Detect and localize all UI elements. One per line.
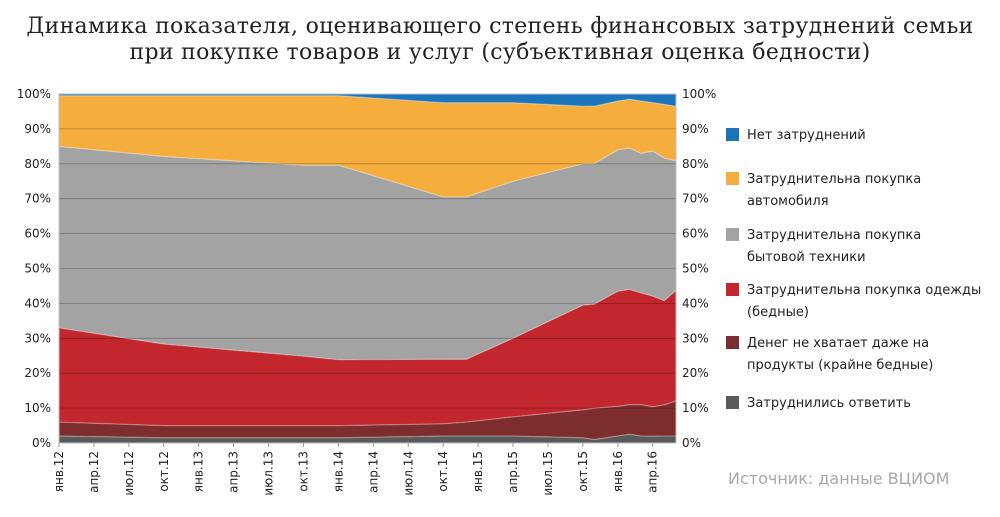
legend-label: Затруднительна покупка	[747, 172, 921, 187]
x-tick-label: янв.12	[52, 451, 66, 492]
area-series-1	[59, 434, 676, 443]
legend-label: Затруднительна покупка одежды	[747, 283, 981, 298]
legend-label: (бедные)	[747, 305, 809, 320]
y-tick-label-right: 40%	[682, 296, 709, 310]
chart-title-line-2: при покупке товаров и услуг (субъективна…	[129, 40, 871, 65]
y-tick-label-right: 30%	[682, 331, 709, 345]
y-tick-label-right: 50%	[682, 262, 709, 276]
x-tick-label: июл.13	[262, 451, 276, 496]
area-boundary-3	[58, 288, 677, 361]
y-tick-label-left: 80%	[24, 157, 51, 171]
legend-swatch	[726, 283, 739, 296]
x-tick-label: янв.16	[611, 451, 625, 492]
y-tick-label-left: 20%	[24, 366, 51, 380]
y-tick-label-right: 0%	[682, 436, 701, 450]
x-tick-label: июл.14	[401, 451, 415, 496]
chart-title: Динамика показателя, оценивающего степен…	[0, 14, 1000, 66]
legend-swatch	[726, 128, 739, 141]
x-tick-label: янв.14	[331, 451, 345, 492]
x-tick-label: апр.14	[366, 451, 380, 493]
y-tick-label-left: 30%	[24, 331, 51, 345]
legend-swatch	[726, 228, 739, 241]
area-boundary-1	[58, 433, 677, 441]
source-note: Источник: данные ВЦИОМ	[728, 469, 950, 488]
y-tick-label-right: 60%	[682, 227, 709, 241]
y-tick-label-left: 10%	[24, 401, 51, 415]
legend-label: Нет затруднений	[747, 128, 866, 143]
x-tick-label: окт.13	[296, 451, 310, 492]
legend-label: Затруднительна покупка	[747, 228, 921, 243]
area-series-5	[59, 95, 676, 197]
legend-label: Затруднились ответить	[747, 396, 911, 411]
x-tick-label: апр.15	[506, 451, 520, 493]
legend-label: Денег не хватает даже на	[747, 336, 929, 351]
y-tick-label-left: 50%	[24, 262, 51, 276]
area-boundary-5	[58, 95, 677, 107]
legend-swatch	[726, 396, 739, 409]
x-tick-label: янв.13	[192, 451, 206, 492]
legend-swatch	[726, 172, 739, 185]
x-tick-label: окт.14	[436, 451, 450, 492]
y-tick-label-left: 90%	[24, 122, 51, 136]
y-tick-label-right: 90%	[682, 122, 709, 136]
area-series-6	[59, 94, 676, 107]
x-tick-label: окт.12	[157, 451, 171, 492]
x-tick-label: окт.15	[576, 451, 590, 492]
plot-frame	[58, 93, 677, 444]
y-tick-label-right: 70%	[682, 192, 709, 206]
chart-title-line-1: Динамика показателя, оценивающего степен…	[26, 14, 974, 39]
legend-label: бытовой техники	[747, 250, 866, 265]
legend-swatch	[726, 336, 739, 349]
y-tick-label-left: 70%	[24, 192, 51, 206]
x-tick-label: июл.15	[541, 451, 555, 496]
x-tick-label: янв.15	[471, 451, 485, 492]
area-boundary-2	[58, 400, 677, 427]
y-tick-label-left: 60%	[24, 227, 51, 241]
x-tick-label: апр.12	[87, 451, 101, 493]
x-tick-label: июл.12	[122, 451, 136, 496]
legend-label: автомобиля	[747, 194, 829, 209]
y-tick-label-right: 100%	[682, 87, 716, 101]
area-boundary-4	[58, 145, 677, 198]
y-tick-label-left: 0%	[32, 436, 51, 450]
area-series-2	[59, 400, 676, 440]
y-tick-label-left: 40%	[24, 296, 51, 310]
y-tick-label-right: 10%	[682, 401, 709, 415]
x-tick-label: апр.13	[227, 451, 241, 493]
area-series-4	[59, 146, 676, 360]
y-tick-label-left: 100%	[17, 87, 51, 101]
y-tick-label-right: 80%	[682, 157, 709, 171]
y-tick-label-right: 20%	[682, 366, 709, 380]
x-tick-label: апр.16	[646, 451, 660, 493]
area-series-3	[59, 289, 676, 426]
legend-label: продукты (крайне бедные)	[747, 358, 933, 373]
